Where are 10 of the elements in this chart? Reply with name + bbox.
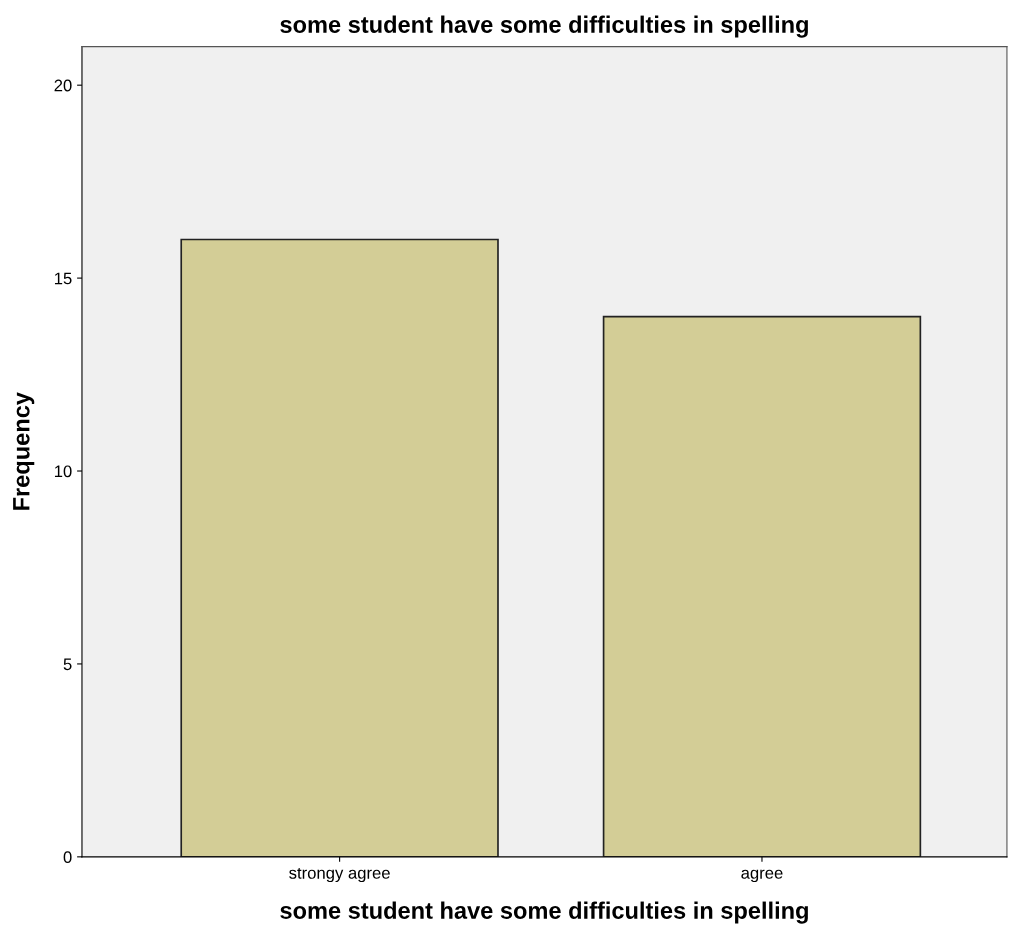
chart-title: some student have some difficulties in spelling bbox=[280, 15, 808, 38]
y-tick-label: 10 bbox=[54, 465, 72, 478]
y-tick-label: 15 bbox=[54, 272, 72, 285]
x-tick-label: strongy agree bbox=[289, 867, 390, 883]
y-tick-label: 5 bbox=[63, 658, 72, 671]
x-tick-label: agree bbox=[741, 869, 783, 883]
y-tick-label: 0 bbox=[63, 851, 72, 864]
y-tick-label: 20 bbox=[54, 79, 72, 92]
x-axis-title: some student have some difficulties in spelling bbox=[280, 901, 808, 924]
y-axis-title: Frequency bbox=[13, 392, 35, 510]
